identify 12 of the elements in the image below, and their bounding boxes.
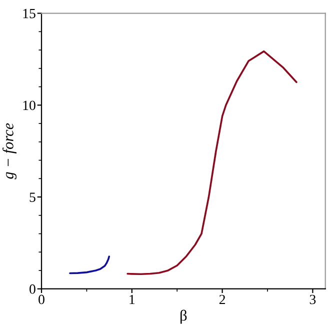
y-axis-title: g − force xyxy=(2,123,16,180)
x-tick-label: 3 xyxy=(310,294,316,304)
line-series xyxy=(126,50,298,276)
y-tick-label: 10 xyxy=(23,100,36,110)
y-tick-label: 5 xyxy=(30,192,36,202)
x-tick-label: 2 xyxy=(219,294,226,304)
y-tick-label: 15 xyxy=(23,8,36,18)
y-tick-label: 0 xyxy=(30,284,36,294)
x-tick-label: 0 xyxy=(38,294,44,304)
line-series xyxy=(69,256,110,274)
x-axis-title: β xyxy=(180,310,187,324)
x-tick-label: 1 xyxy=(130,294,135,304)
